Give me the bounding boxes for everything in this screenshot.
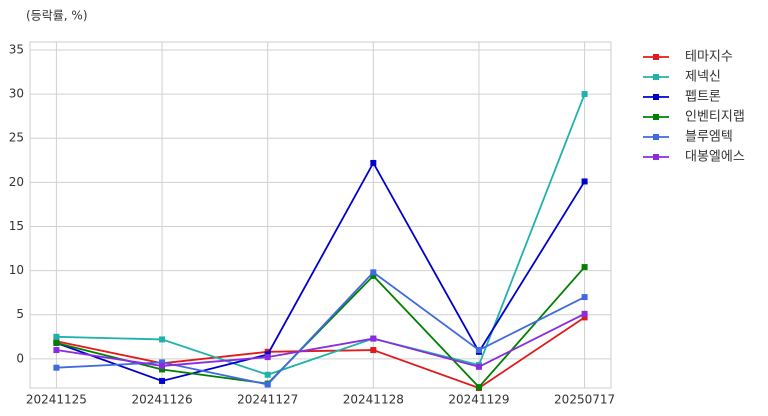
- plot-area: [29, 41, 612, 389]
- series-line: [56, 271, 585, 386]
- data-point: [53, 333, 60, 340]
- x-tick-label: 20241128: [343, 393, 404, 407]
- data-point: [370, 335, 377, 342]
- data-point: [264, 381, 271, 388]
- data-point: [475, 363, 482, 370]
- data-point: [159, 362, 166, 369]
- y-tick-label: 0: [16, 351, 24, 365]
- y-axis-label: (등락률, %): [26, 9, 88, 23]
- data-point: [264, 354, 271, 361]
- data-point: [581, 314, 588, 321]
- y-tick-label: 25: [9, 131, 24, 145]
- data-point: [370, 159, 377, 166]
- legend-marker: [653, 54, 659, 60]
- data-point: [159, 359, 166, 366]
- y-tick-label: 20: [9, 175, 24, 189]
- legend-marker: [653, 134, 659, 140]
- x-tick-label: 20241125: [26, 393, 87, 407]
- data-point: [581, 178, 588, 185]
- legend-label: 테마지수: [685, 50, 733, 65]
- legend-label: 인벤티지랩: [685, 110, 745, 125]
- data-point: [370, 272, 377, 279]
- legend-marker: [653, 114, 659, 120]
- data-point: [159, 336, 166, 343]
- data-point: [264, 371, 271, 378]
- data-point: [581, 310, 588, 317]
- legend-marker: [653, 154, 659, 160]
- legend-label: 블루엠텍: [685, 130, 733, 145]
- data-point: [370, 269, 377, 276]
- y-tick-label: 15: [9, 219, 24, 233]
- series-line: [56, 313, 585, 368]
- legend-label: 펩트론: [685, 90, 721, 105]
- legend-marker: [653, 94, 659, 100]
- data-point: [581, 264, 588, 271]
- y-tick-label: 35: [9, 42, 24, 56]
- x-tick-label: 20241126: [132, 393, 193, 407]
- data-point: [581, 91, 588, 98]
- x-tick-label: 20250717: [554, 393, 615, 407]
- x-tick-label: 20241127: [237, 393, 298, 407]
- data-point: [581, 294, 588, 301]
- y-tick-label: 5: [16, 307, 24, 321]
- y-tick-label: 10: [9, 263, 24, 277]
- data-point: [475, 384, 482, 391]
- series-line: [56, 161, 586, 382]
- legend-marker: [653, 74, 659, 80]
- data-point: [53, 347, 60, 354]
- series-line: [56, 93, 586, 376]
- data-point: [475, 347, 482, 354]
- data-point: [159, 366, 166, 373]
- series-line: [56, 266, 586, 389]
- data-point: [370, 347, 377, 354]
- legend-label: 대봉엘에스: [685, 150, 745, 165]
- series-line: [56, 316, 586, 390]
- data-point: [159, 377, 166, 384]
- y-tick-label: 30: [9, 87, 24, 101]
- x-tick-label: 20241129: [448, 393, 509, 407]
- legend-label: 제넥신: [685, 70, 721, 85]
- data-point: [53, 364, 60, 371]
- data-point: [53, 339, 60, 346]
